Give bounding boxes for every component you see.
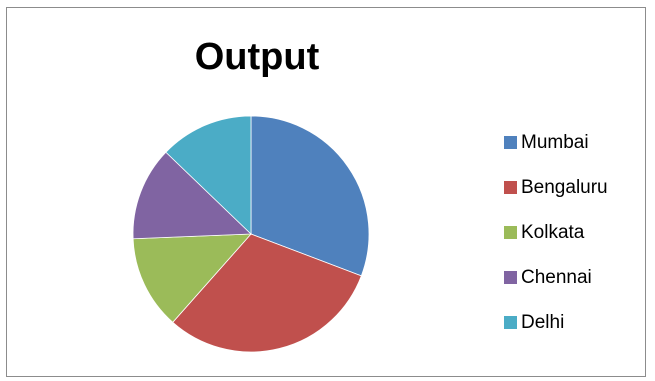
legend-swatch <box>504 136 517 149</box>
chart-area: Output Mumbai Bengaluru Kolkata Chennai Delh… <box>6 7 646 377</box>
pie-slice-mumbai <box>250 115 370 277</box>
legend-label: Kolkata <box>521 221 585 243</box>
pie-slice-kolkata <box>132 233 252 323</box>
legend-swatch <box>504 316 517 329</box>
pie-slice-delhi <box>165 115 252 235</box>
legend-item-delhi: Delhi <box>504 300 644 345</box>
legend-label: Bengaluru <box>521 176 608 198</box>
legend: Mumbai Bengaluru Kolkata Chennai Delhi <box>504 120 644 345</box>
legend-item-chennai: Chennai <box>504 255 644 300</box>
legend-item-bengaluru: Bengaluru <box>504 165 644 210</box>
legend-label: Chennai <box>521 266 592 288</box>
legend-label: Delhi <box>521 311 565 333</box>
chart-title: Output <box>194 36 320 78</box>
pie-slice-chennai <box>132 151 252 240</box>
legend-label: Mumbai <box>521 131 589 153</box>
legend-swatch <box>504 226 517 239</box>
pie-chart <box>132 115 370 353</box>
legend-swatch <box>504 181 517 194</box>
pie-slice-bengaluru <box>172 233 362 353</box>
legend-item-mumbai: Mumbai <box>504 120 644 165</box>
legend-item-kolkata: Kolkata <box>504 210 644 255</box>
legend-swatch <box>504 271 517 284</box>
